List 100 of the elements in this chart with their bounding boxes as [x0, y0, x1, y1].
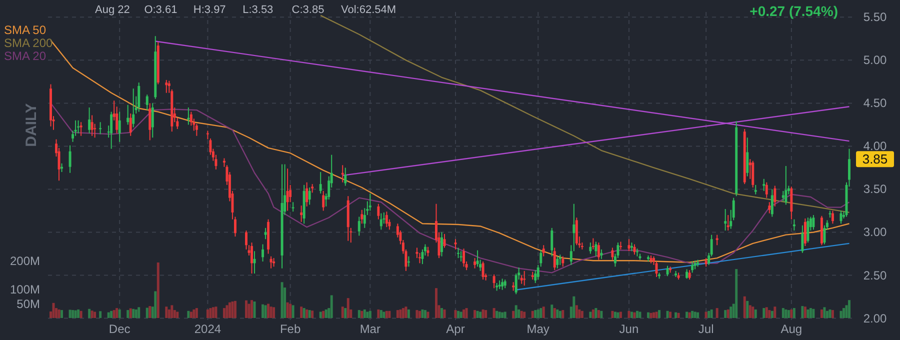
candlestick: [806, 217, 810, 244]
candlestick: [454, 238, 457, 250]
bar: [209, 308, 212, 318]
bar: [647, 312, 650, 318]
bar: [228, 302, 231, 318]
bar: [292, 305, 294, 318]
x-tick-label: Feb: [280, 322, 301, 336]
bar: [801, 306, 804, 318]
candlestick: [138, 82, 140, 112]
bar: [289, 304, 292, 318]
candlestick: [553, 247, 556, 271]
annotation: L:3.53: [242, 4, 274, 16]
bar: [752, 306, 754, 318]
bar: [88, 308, 91, 318]
annotation: Aug 22: [95, 4, 130, 16]
bar: [484, 310, 488, 318]
bar: [669, 312, 672, 318]
x-tick-label: 2024: [194, 322, 222, 336]
candlestick: [264, 227, 267, 240]
candlestick: [460, 250, 462, 262]
bar: [311, 310, 314, 318]
bar: [504, 312, 506, 318]
bar: [787, 310, 790, 318]
bar: [346, 298, 350, 318]
bar: [820, 309, 823, 318]
bar: [768, 310, 771, 318]
candlestick: [619, 241, 622, 250]
candlestick: [300, 205, 303, 222]
y-tick-label: 5.00: [863, 53, 887, 68]
bar: [562, 310, 564, 318]
bar: [496, 310, 498, 318]
y-tick-label: 4.00: [863, 139, 887, 154]
bar: [823, 307, 826, 318]
annotation: C:3.85: [292, 4, 324, 16]
bar: [58, 309, 60, 318]
bar: [424, 310, 426, 318]
text: DAILY: [23, 103, 40, 147]
bar: [534, 310, 537, 318]
candlestick: [752, 160, 754, 188]
bar: [782, 308, 784, 318]
bar: [746, 300, 749, 318]
candlestick: [724, 208, 727, 232]
bar: [708, 310, 710, 318]
bar: [399, 309, 402, 318]
candlestick: [501, 278, 504, 290]
bar: [168, 309, 170, 318]
candlestick: [88, 106, 91, 134]
candlestick: [407, 256, 410, 268]
bar: [222, 308, 226, 318]
bar: [264, 305, 267, 318]
bar: [308, 310, 311, 318]
candlestick: [462, 248, 466, 268]
candlestick: [594, 241, 598, 257]
bar: [774, 306, 776, 318]
bar: [457, 310, 460, 318]
candlestick: [600, 248, 603, 260]
bar: [250, 300, 253, 318]
bar: [344, 308, 347, 318]
candlestick: [363, 208, 366, 228]
bar: [214, 306, 218, 318]
bar: [462, 309, 466, 318]
bar: [99, 311, 102, 318]
candlestick: [146, 94, 148, 111]
candlestick: [628, 238, 630, 252]
series-label: SMA 50: [4, 23, 46, 37]
candlestick: [368, 193, 372, 212]
candlestick: [492, 274, 496, 289]
bar: [812, 308, 815, 318]
bar: [724, 310, 727, 318]
bar: [848, 300, 850, 318]
bar: [611, 310, 614, 318]
bar: [206, 309, 209, 318]
bar: [677, 312, 680, 318]
candlestick: [344, 167, 347, 186]
bar: [716, 308, 718, 318]
bar: [694, 312, 696, 318]
bar: [580, 310, 584, 318]
bar: [74, 310, 77, 318]
bar: [743, 296, 746, 318]
y-tick-label: 4.50: [863, 96, 887, 110]
y2-tick-label: 200M: [10, 254, 40, 268]
candlestick: [589, 242, 592, 254]
bar: [60, 310, 64, 318]
candlestick: [80, 122, 82, 136]
bar: [116, 308, 118, 318]
bar: [828, 309, 832, 318]
bar: [688, 312, 691, 318]
bar: [324, 309, 328, 318]
bar: [540, 308, 542, 318]
bar: [792, 308, 796, 318]
bar: [806, 309, 810, 318]
candlestick: [308, 187, 311, 206]
bar: [628, 310, 630, 318]
bar: [614, 312, 616, 318]
bar: [368, 310, 372, 318]
bar: [382, 312, 386, 318]
annotation: +0.27 (7.54%): [750, 3, 838, 19]
bar: [762, 308, 766, 318]
bar: [170, 305, 174, 318]
bar: [636, 310, 638, 318]
